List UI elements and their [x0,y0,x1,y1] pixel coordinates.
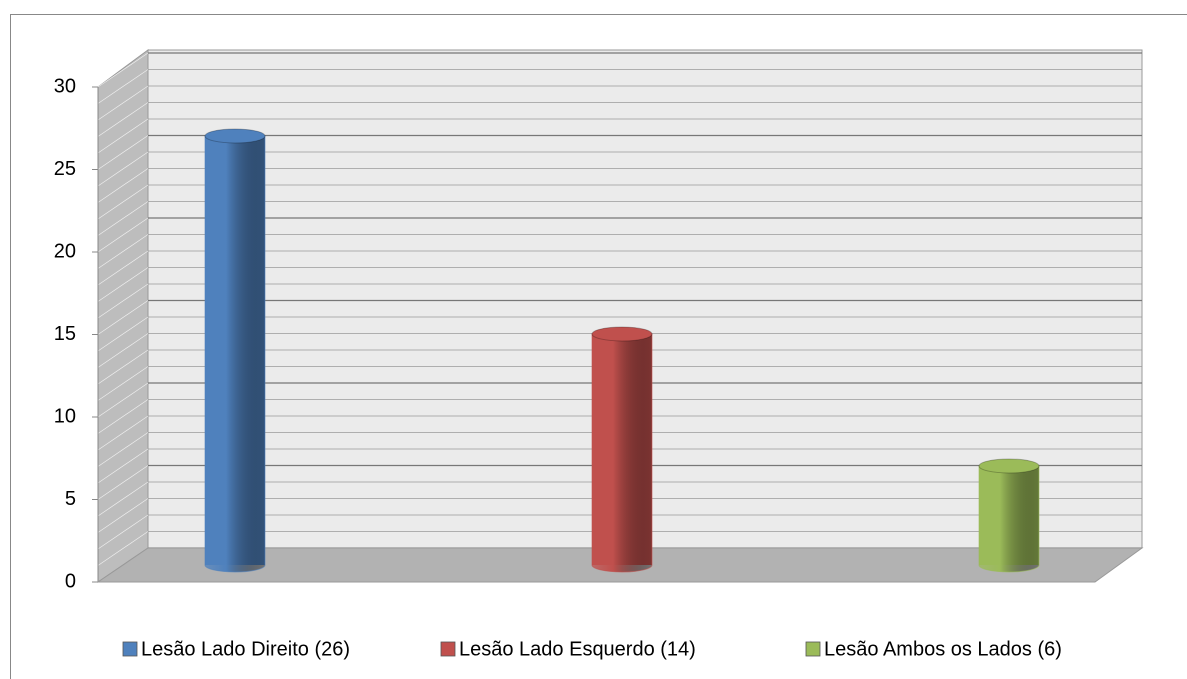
minor-side-line [97,118,149,154]
minor-side-line [97,349,149,385]
legend-label: Lesão Lado Esquerdo (14) [459,638,696,660]
bar [978,458,1040,573]
minor-side-line [97,465,149,500]
minor-side-line [97,333,149,368]
minor-side-line [97,250,149,286]
chart-border [10,14,1187,679]
y-tick-label: 25 [54,158,76,180]
legend-swatch [805,641,821,657]
y-tick-label: 0 [65,570,76,592]
minor-side-line [97,283,149,319]
legend-swatch [122,641,138,657]
y-tick-label: 20 [54,240,76,262]
minor-side-line [97,432,149,467]
minor-side-line [97,366,149,401]
minor-side-line [97,267,149,302]
minor-side-line [97,316,149,352]
minor-side-line [97,52,149,88]
side-wall [97,49,149,583]
minor-side-line [97,217,149,253]
y-tick-label: 5 [65,488,76,510]
minor-side-line [97,382,149,418]
minor-side-line [97,69,149,104]
bar [204,128,266,573]
minor-side-line [97,481,149,517]
bar [591,326,653,573]
legend-label: Lesão Lado Direito (26) [141,638,350,660]
minor-side-line [97,102,149,137]
minor-side-line [97,498,149,533]
minor-side-line [97,531,149,566]
y-tick-label: 15 [54,323,76,345]
minor-side-line [97,300,149,335]
minor-side-line [97,448,149,484]
legend-label: Lesão Ambos os Lados (6) [824,638,1062,660]
legend-swatch [440,641,456,657]
minor-side-line [97,201,149,236]
minor-side-line [97,168,149,203]
y-tick-label: 10 [54,405,76,427]
minor-side-line [97,514,149,550]
minor-side-line [97,85,149,121]
minor-side-line [97,234,149,269]
minor-side-line [97,415,149,451]
minor-side-line [97,151,149,187]
minor-side-line [97,184,149,220]
minor-side-line [97,399,149,434]
y-tick-label: 30 [54,75,76,97]
minor-side-line [97,135,149,170]
